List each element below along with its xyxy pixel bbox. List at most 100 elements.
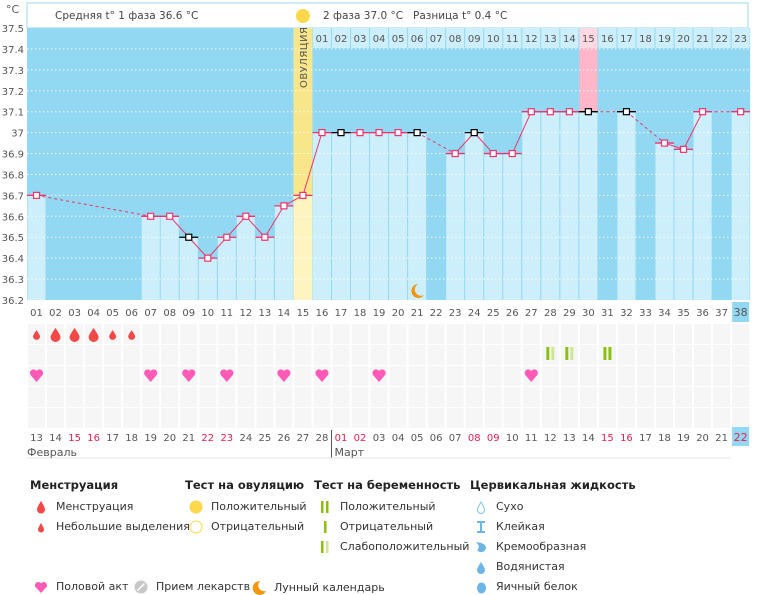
temperature-point xyxy=(166,212,174,220)
symptom-cell xyxy=(541,408,559,428)
symptom-cell xyxy=(675,408,693,428)
phase2-day-label: 21 xyxy=(696,34,709,45)
symptom-cell xyxy=(66,387,84,407)
phase2-day-cell xyxy=(331,28,351,48)
symptom-cell xyxy=(636,387,654,407)
pregnancy-test-bar xyxy=(551,347,555,360)
legend-medication: Прием лекарств xyxy=(130,580,250,594)
date-label: 16 xyxy=(620,433,633,444)
temperature-point xyxy=(318,129,326,137)
symptom-cell xyxy=(617,408,635,428)
legend-intercourse: Половой акт xyxy=(30,580,128,594)
two-bars-icon xyxy=(314,501,336,513)
symptom-cell xyxy=(446,324,464,344)
legend-title: Цервикальная жидкость xyxy=(470,478,636,492)
temperature-point xyxy=(280,202,288,210)
symptom-cell xyxy=(598,408,616,428)
one-bar-icon xyxy=(314,521,336,533)
phase2-day-cell xyxy=(351,28,370,48)
symptom-cell xyxy=(675,324,693,344)
temperature-point xyxy=(394,129,402,137)
temperature-bar xyxy=(617,111,636,300)
symptom-cell xyxy=(85,345,103,365)
cycle-day-label: 28 xyxy=(544,308,557,319)
cycle-day-label: 07 xyxy=(144,308,157,319)
date-label: 03 xyxy=(373,433,386,444)
legend-title: Тест на беременность xyxy=(314,478,461,492)
symptom-cell xyxy=(294,366,312,386)
header-box xyxy=(26,2,749,29)
y-tick-label: 36.4 xyxy=(2,254,24,265)
symptom-cell xyxy=(389,366,407,386)
symptom-cell xyxy=(484,324,502,344)
symptom-cell xyxy=(579,366,597,386)
phase2-day-label: 02 xyxy=(335,34,348,45)
symptom-cell xyxy=(655,408,674,428)
symptom-cell xyxy=(579,324,597,344)
symptom-cell xyxy=(218,345,236,365)
symptom-cell xyxy=(28,387,46,407)
cycle-day-label: 37 xyxy=(715,308,728,319)
watery-drop-icon xyxy=(470,561,492,574)
temperature-point xyxy=(470,129,478,137)
heart-icon xyxy=(220,369,234,382)
temperature-point xyxy=(147,212,155,220)
pill-icon xyxy=(130,580,152,594)
month-label-february: Февраль xyxy=(27,446,77,459)
symptom-cell xyxy=(446,408,464,428)
y-tick-label: 37.4 xyxy=(2,45,24,56)
symptom-cell xyxy=(522,408,540,428)
date-label: 13 xyxy=(30,433,43,444)
symptom-cell xyxy=(503,345,521,365)
symptom-cell xyxy=(370,345,388,365)
symptom-cell xyxy=(713,345,731,365)
symptom-cell xyxy=(199,408,217,428)
temperature-point xyxy=(261,233,269,241)
date-label: 17 xyxy=(639,433,652,444)
phase2-day-cell xyxy=(636,28,655,48)
symptom-cell xyxy=(541,324,559,344)
temperature-bar xyxy=(503,153,522,300)
temperature-line xyxy=(264,205,285,238)
sun-icon xyxy=(295,9,310,23)
symptom-cell xyxy=(655,345,674,365)
temperature-point xyxy=(660,139,669,147)
symptom-cell xyxy=(503,408,521,428)
y-tick-label: 36.6 xyxy=(2,212,24,223)
symptom-cell xyxy=(294,324,312,344)
symptom-cell xyxy=(256,345,274,365)
symptom-cell xyxy=(161,408,179,428)
symptom-cell xyxy=(142,387,160,407)
symptom-cell xyxy=(313,345,331,365)
symptom-cell xyxy=(503,324,521,344)
date-label: 07 xyxy=(449,433,462,444)
creamy-icon xyxy=(470,541,492,553)
month-label-march: Март xyxy=(334,446,364,459)
menstruation-drop-icon xyxy=(128,330,136,340)
symptom-cell xyxy=(275,345,293,365)
symptom-cell xyxy=(503,366,521,386)
heart-icon xyxy=(524,369,538,382)
symptom-cell xyxy=(104,408,122,428)
symptom-cell xyxy=(465,366,483,386)
current-day-highlight xyxy=(732,302,750,322)
symptom-cell xyxy=(237,345,255,365)
y-tick-label: 37.5 xyxy=(2,24,24,35)
cycle-day-label: 26 xyxy=(506,308,519,319)
date-label: 12 xyxy=(544,433,557,444)
date-label: 24 xyxy=(239,433,252,444)
symptom-cell xyxy=(313,408,331,428)
symptom-cell xyxy=(732,345,750,365)
symptom-cell xyxy=(694,345,712,365)
symptom-cell xyxy=(408,366,426,386)
temperature-bar xyxy=(312,132,331,300)
symptom-cell xyxy=(161,387,179,407)
cycle-day-label: 03 xyxy=(68,308,81,319)
phase2-day-label: 18 xyxy=(639,34,652,45)
y-tick-label: 36.9 xyxy=(2,150,24,161)
cycle-day-label: 31 xyxy=(601,308,614,319)
cycle-day-label: 12 xyxy=(239,308,252,319)
symptom-cell xyxy=(732,366,750,386)
symptom-cell xyxy=(560,387,578,407)
symptom-cell xyxy=(123,345,141,365)
